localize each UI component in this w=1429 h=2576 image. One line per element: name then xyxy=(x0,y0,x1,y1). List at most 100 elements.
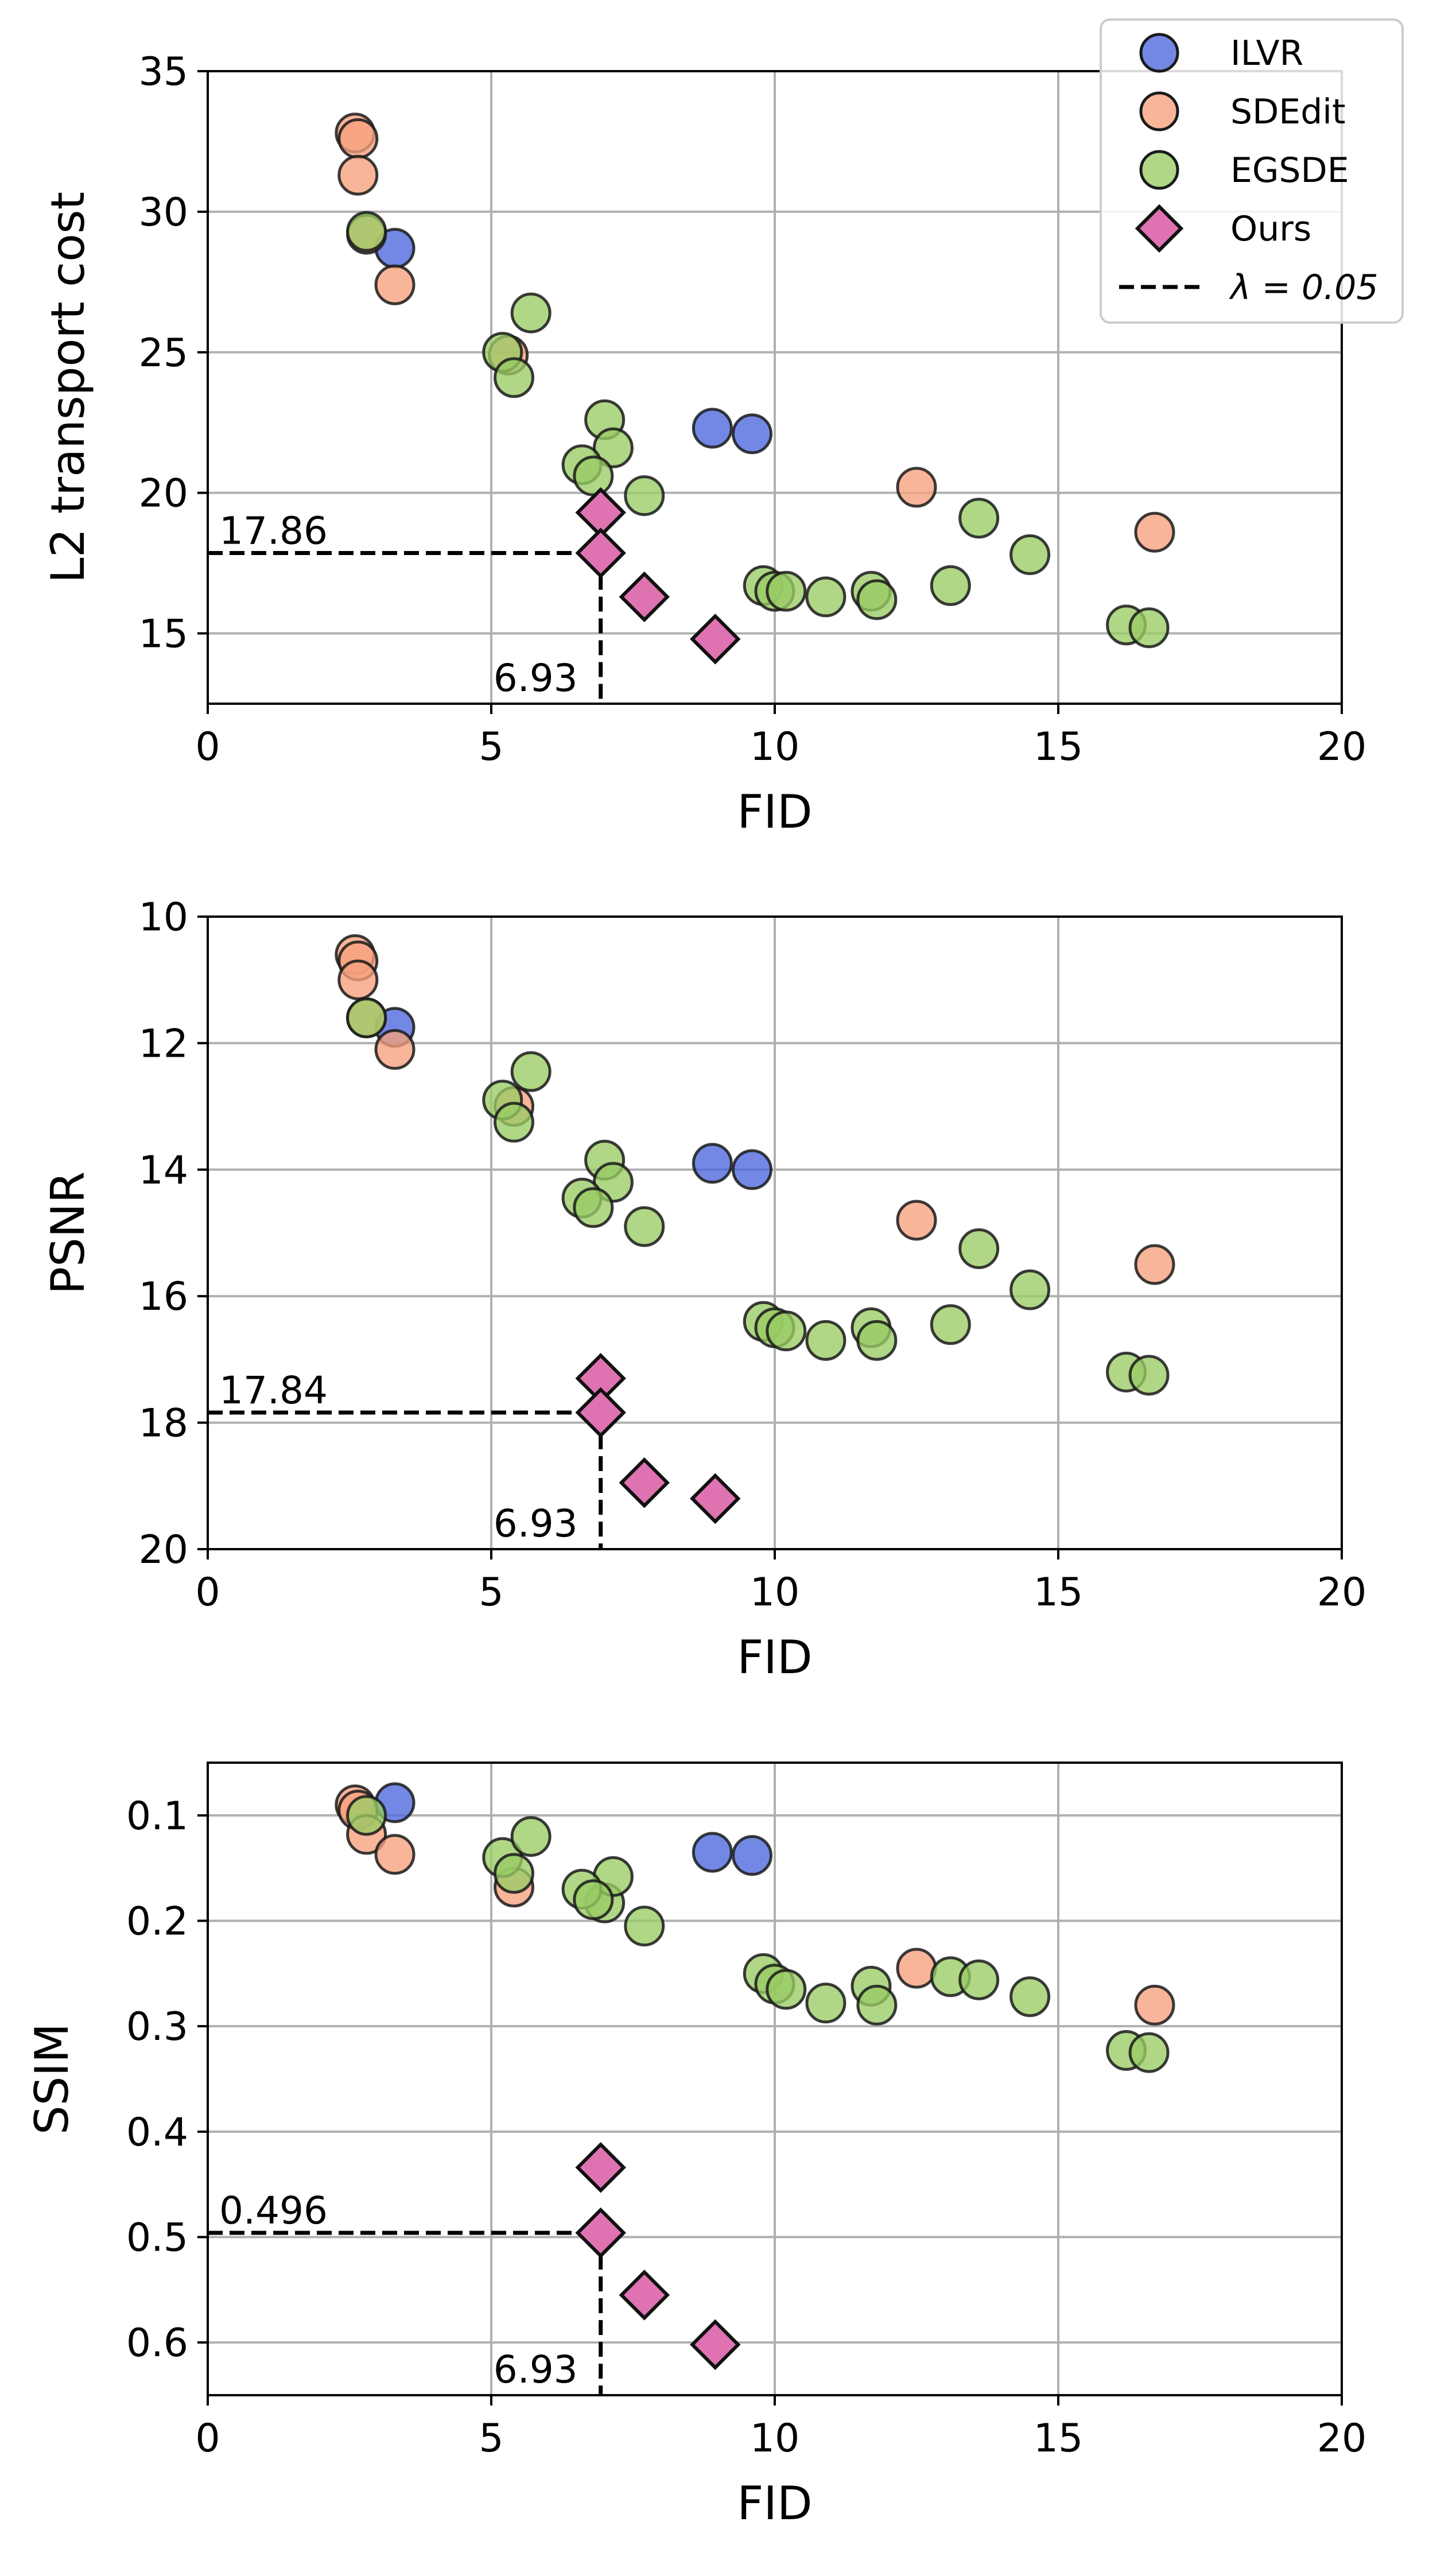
x-tick-label: 0 xyxy=(195,1570,220,1615)
point-egsde xyxy=(510,1051,552,1092)
y-tick-label: 0.6 xyxy=(126,2321,188,2366)
x-tick-label: 5 xyxy=(479,2416,503,2461)
x-tick-label: 15 xyxy=(1034,1570,1084,1615)
point-egsde xyxy=(805,576,846,618)
point-egsde xyxy=(958,1959,1000,2000)
data-points xyxy=(335,112,1175,665)
point-sdedit xyxy=(1134,1244,1175,1285)
data-points xyxy=(335,1782,1175,2371)
y-tick-label: 30 xyxy=(138,190,188,235)
point-egsde xyxy=(856,1984,898,2026)
point-ours xyxy=(690,614,741,665)
point-egsde xyxy=(930,565,971,606)
point-sdedit xyxy=(896,1947,937,1989)
point-egsde xyxy=(958,498,1000,539)
point-ours xyxy=(575,527,626,579)
point-ilvr xyxy=(692,408,733,449)
legend-label: SDEdit xyxy=(1230,92,1345,132)
point-egsde xyxy=(624,1206,665,1247)
x-tick-label: 10 xyxy=(750,2416,800,2461)
legend-marker-sdedit xyxy=(1139,91,1179,131)
y-axis-label: L2 transport cost xyxy=(41,192,95,583)
point-sdedit xyxy=(337,959,379,1000)
point-sdedit xyxy=(896,467,937,508)
legend-marker-ours xyxy=(1135,204,1184,253)
point-egsde xyxy=(573,1879,614,1921)
point-ours xyxy=(619,2269,670,2321)
legend-label: Ours xyxy=(1230,209,1311,249)
point-egsde xyxy=(856,1320,898,1361)
point-ours xyxy=(575,1387,626,1438)
psnr-panel: 0 5 10 15 20 10 12 14 16 18 20 FID PSNR 17.84 6.93 xyxy=(41,895,1366,1684)
point-egsde xyxy=(346,211,387,252)
axes-frame xyxy=(207,70,1343,705)
point-egsde xyxy=(930,1304,971,1345)
y-tick-label: 18 xyxy=(138,1401,188,1446)
y-tick-label: 35 xyxy=(138,49,188,95)
point-egsde xyxy=(1009,534,1051,575)
y-tick-label: 0.2 xyxy=(126,1899,188,1945)
y-tick-label: 12 xyxy=(138,1021,188,1066)
y-tick-label: 20 xyxy=(138,471,188,517)
guide-x-annotation: 6.93 xyxy=(494,656,578,700)
point-ours xyxy=(619,1457,670,1508)
point-egsde xyxy=(856,579,898,620)
point-egsde xyxy=(805,1320,846,1361)
point-egsde xyxy=(766,1969,807,2010)
x-axis-label: FID xyxy=(737,1631,812,1684)
point-egsde xyxy=(346,1795,387,1836)
x-tick-label: 20 xyxy=(1317,724,1367,770)
legend-label: EGSDE xyxy=(1230,150,1349,191)
y-tick-label: 20 xyxy=(138,1527,188,1573)
guide-x-annotation: 6.93 xyxy=(494,1502,578,1546)
point-ilvr xyxy=(731,1149,772,1190)
x-tick-label: 5 xyxy=(479,724,503,770)
x-tick-label: 20 xyxy=(1317,1570,1367,1615)
point-egsde xyxy=(510,1816,552,1857)
legend-marker-egsde xyxy=(1139,150,1179,190)
y-tick-label: 25 xyxy=(138,331,188,376)
point-sdedit xyxy=(1134,1984,1175,2026)
x-tick-label: 15 xyxy=(1034,2416,1084,2461)
axes-frame xyxy=(207,915,1343,1550)
point-egsde xyxy=(766,1310,807,1352)
point-ilvr xyxy=(692,1832,733,1873)
point-egsde xyxy=(573,455,614,496)
point-egsde xyxy=(1009,1269,1051,1310)
data-points xyxy=(335,934,1175,1524)
point-egsde xyxy=(624,1906,665,1947)
point-ilvr xyxy=(731,1835,772,1876)
point-egsde xyxy=(592,427,634,468)
y-tick-label: 0.5 xyxy=(126,2216,188,2261)
x-axis-label: FID xyxy=(737,785,812,839)
point-egsde xyxy=(494,357,535,398)
point-ilvr xyxy=(692,1143,733,1184)
guide-y-annotation: 17.84 xyxy=(219,1368,328,1413)
point-ours xyxy=(690,1473,741,1524)
y-tick-label: 14 xyxy=(138,1148,188,1193)
x-tick-label: 10 xyxy=(750,724,800,770)
guide-y-annotation: 17.86 xyxy=(219,509,328,553)
y-tick-label: 0.3 xyxy=(126,2004,188,2050)
y-tick-label: 0.1 xyxy=(126,1794,188,1839)
y-axis-label: SSIM xyxy=(25,2023,79,2135)
x-tick-label: 15 xyxy=(1034,724,1084,770)
x-tick-label: 10 xyxy=(750,1570,800,1615)
legend-marker-ilvr xyxy=(1139,33,1179,73)
point-ours xyxy=(575,2142,626,2193)
point-ilvr xyxy=(731,413,772,455)
point-egsde xyxy=(1128,607,1170,649)
point-egsde xyxy=(766,571,807,612)
legend-frame xyxy=(1100,18,1404,324)
x-tick-label: 5 xyxy=(479,1570,503,1615)
x-tick-label: 20 xyxy=(1317,2416,1367,2461)
legend: ILVR SDEdit EGSDE Ours λ = 0.05 xyxy=(1100,18,1404,324)
point-sdedit xyxy=(374,1834,416,1875)
point-sdedit xyxy=(374,264,416,305)
point-egsde xyxy=(1128,1355,1170,1396)
x-axis-label: FID xyxy=(737,2477,812,2530)
guide-y-annotation: 0.496 xyxy=(219,2189,328,2233)
point-ours xyxy=(619,571,670,623)
axes-frame xyxy=(207,1762,1343,2396)
